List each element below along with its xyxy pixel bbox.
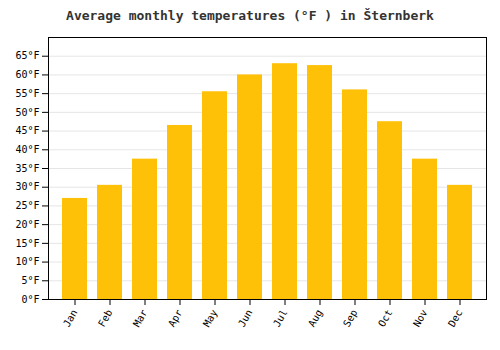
svg-text:30°F: 30°F bbox=[15, 181, 39, 192]
svg-text:Mar: Mar bbox=[131, 308, 150, 329]
svg-text:65°F: 65°F bbox=[15, 50, 39, 61]
svg-text:5°F: 5°F bbox=[21, 275, 39, 286]
html-text:Average monthly temperatures (: Average monthly temperatures (°F ) in Št… bbox=[66, 8, 434, 23]
svg-text:Dec: Dec bbox=[446, 308, 465, 329]
svg-text:Jan: Jan bbox=[61, 308, 80, 329]
svg-text:35°F: 35°F bbox=[15, 163, 39, 174]
svg-text:Sep: Sep bbox=[341, 308, 360, 329]
svg-text:25°F: 25°F bbox=[15, 200, 39, 211]
svg-text:Nov: Nov bbox=[411, 308, 430, 329]
svg-text:Jun: Jun bbox=[236, 308, 255, 329]
svg-text:Feb: Feb bbox=[96, 308, 115, 329]
svg-text:45°F: 45°F bbox=[15, 125, 39, 136]
svg-text:10°F: 10°F bbox=[15, 256, 39, 267]
svg-text:20°F: 20°F bbox=[15, 219, 39, 230]
svg-text:Oct: Oct bbox=[376, 308, 395, 329]
svg-text:May: May bbox=[201, 308, 220, 329]
svg-text:55°F: 55°F bbox=[15, 88, 39, 99]
svg-text:Aug: Aug bbox=[306, 308, 325, 329]
svg-text:Apr: Apr bbox=[166, 308, 185, 329]
svg-text:15°F: 15°F bbox=[15, 238, 39, 249]
svg-text:0°F: 0°F bbox=[21, 294, 39, 305]
svg-text:Jul: Jul bbox=[271, 308, 290, 329]
svg-text:40°F: 40°F bbox=[15, 144, 39, 155]
svg-text:50°F: 50°F bbox=[15, 107, 39, 118]
svg-text:60°F: 60°F bbox=[15, 69, 39, 80]
